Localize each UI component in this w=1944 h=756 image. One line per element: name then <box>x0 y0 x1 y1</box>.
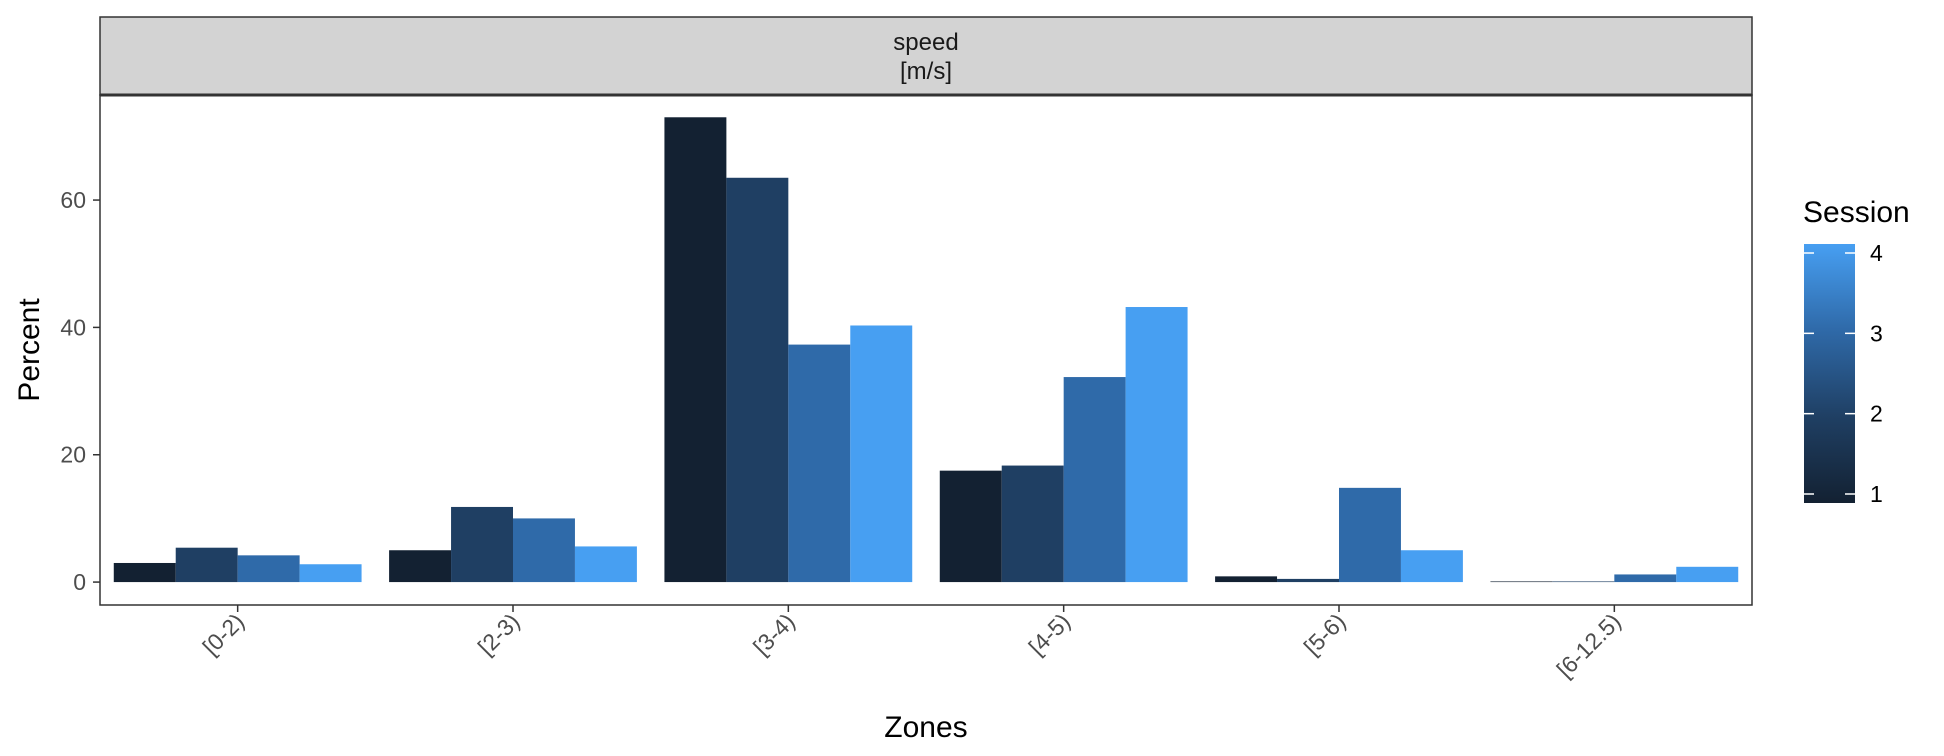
bar-[0-2)-session-4 <box>299 564 362 583</box>
bar-[0-2)-session-3 <box>237 555 300 583</box>
bar-[4-5)-session-4 <box>1125 307 1188 583</box>
facet-strip <box>99 16 1753 96</box>
y-tick-label: 20 <box>60 442 86 468</box>
x-tick-label: [4-5) <box>1023 608 1075 660</box>
bar-[2-3)-session-4 <box>574 546 637 583</box>
bar-[3-4)-session-3 <box>788 344 851 583</box>
legend-colorbar <box>1804 244 1855 503</box>
bar-[6-12.5)-session-2 <box>1552 581 1615 583</box>
y-axis: 0 20 40 60 <box>60 187 100 595</box>
plot-panel <box>99 94 1753 606</box>
legend: Session 4 3 2 1 <box>1803 196 1910 507</box>
bar-[3-4)-session-2 <box>726 177 789 583</box>
legend-title: Session <box>1803 196 1910 229</box>
x-tick-label: [3-4) <box>748 608 800 660</box>
legend-label: 4 <box>1870 240 1883 266</box>
bar-[5-6)-session-1 <box>1215 576 1278 583</box>
facet-label-line-1: speed <box>893 29 958 56</box>
bar-[5-6)-session-2 <box>1277 578 1339 583</box>
bar-[0-2)-session-2 <box>175 547 238 583</box>
y-axis-title: Percent <box>13 298 46 402</box>
bar-[2-3)-session-1 <box>389 550 452 583</box>
bar-[6-12.5)-session-1 <box>1490 581 1553 583</box>
legend-label: 2 <box>1870 401 1883 427</box>
bars-layer <box>113 117 1739 583</box>
bar-[3-4)-session-4 <box>850 325 913 583</box>
bar-[2-3)-session-3 <box>513 518 575 583</box>
legend-ticks: 4 3 2 1 <box>1804 240 1883 507</box>
x-axis: [0-2) [2-3) [3-4) [4-5) [5-6) [6-12.5) <box>197 605 1626 683</box>
bar-[5-6)-session-4 <box>1400 550 1463 583</box>
legend-label: 3 <box>1870 320 1883 346</box>
bar-[6-12.5)-session-4 <box>1676 566 1739 583</box>
bar-[6-12.5)-session-3 <box>1614 574 1677 583</box>
facet-label-line-2: [m/s] <box>900 58 952 85</box>
bar-[5-6)-session-3 <box>1339 487 1401 583</box>
bar-[4-5)-session-1 <box>939 470 1002 583</box>
x-tick-label: [2-3) <box>473 608 525 660</box>
x-tick-label: [0-2) <box>197 608 249 660</box>
bar-[4-5)-session-2 <box>1001 465 1064 583</box>
y-tick-label: 40 <box>60 314 86 340</box>
bar-[4-5)-session-3 <box>1063 377 1126 583</box>
y-tick-label: 0 <box>73 569 86 595</box>
x-tick-label: [5-6) <box>1299 608 1351 660</box>
x-tick-label: [6-12.5) <box>1551 608 1625 682</box>
bar-[0-2)-session-1 <box>113 562 176 583</box>
legend-label: 1 <box>1870 481 1883 507</box>
bar-[3-4)-session-1 <box>664 117 727 583</box>
y-tick-label: 60 <box>60 187 86 213</box>
x-axis-title: Zones <box>884 711 967 744</box>
bar-[2-3)-session-2 <box>451 506 513 583</box>
